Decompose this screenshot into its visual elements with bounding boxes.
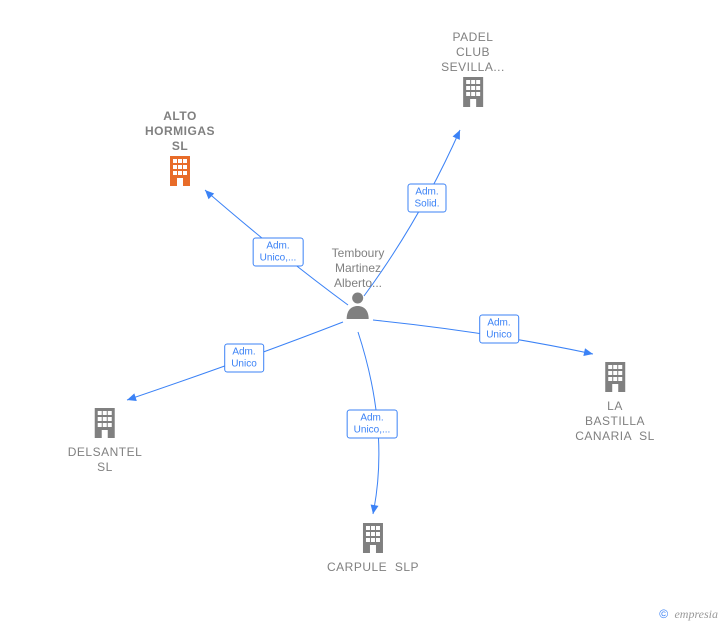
company-label: ALTO HORMIGAS SL bbox=[145, 109, 215, 154]
company-node-alto[interactable]: ALTO HORMIGAS SL bbox=[145, 109, 215, 193]
company-node-padel[interactable]: PADEL CLUB SEVILLA... bbox=[441, 30, 505, 114]
arrowhead-icon bbox=[583, 348, 593, 358]
copyright-symbol: © bbox=[659, 607, 668, 621]
company-label: CARPULE SLP bbox=[327, 560, 419, 575]
building-icon bbox=[358, 521, 388, 560]
company-node-delsantel[interactable]: DELSANTEL SL bbox=[68, 406, 143, 475]
center-node-person[interactable]: Temboury Martinez Alberto... bbox=[332, 246, 385, 324]
arrowhead-icon bbox=[453, 128, 464, 140]
building-icon bbox=[458, 75, 488, 114]
company-node-bastilla[interactable]: LA BASTILLA CANARIA SL bbox=[575, 360, 655, 444]
brand-name: empresia bbox=[674, 607, 718, 621]
edge-label: Adm. Unico,... bbox=[253, 238, 304, 267]
center-node-label: Temboury Martinez Alberto... bbox=[332, 246, 385, 291]
edge-label: Adm. Unico bbox=[224, 344, 264, 373]
building-icon bbox=[90, 406, 120, 445]
company-node-carpule[interactable]: CARPULE SLP bbox=[327, 521, 419, 575]
building-icon bbox=[600, 360, 630, 399]
arrowhead-icon bbox=[369, 504, 378, 514]
network-diagram: Temboury Martinez Alberto... ALTO HORMIG… bbox=[0, 0, 728, 630]
company-label: LA BASTILLA CANARIA SL bbox=[575, 399, 655, 444]
footer-attribution: © empresia bbox=[659, 607, 718, 622]
arrowhead-icon bbox=[126, 393, 137, 403]
edge-label: Adm. Solid. bbox=[407, 184, 446, 213]
edge-label: Adm. Unico,... bbox=[347, 410, 398, 439]
company-label: PADEL CLUB SEVILLA... bbox=[441, 30, 505, 75]
company-label: DELSANTEL SL bbox=[68, 445, 143, 475]
person-icon bbox=[345, 291, 371, 324]
edge-label: Adm. Unico bbox=[479, 315, 519, 344]
building-icon bbox=[165, 154, 195, 193]
